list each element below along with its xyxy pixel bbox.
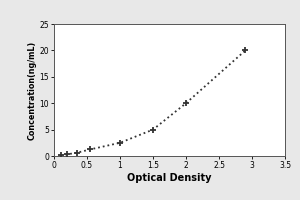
X-axis label: Optical Density: Optical Density <box>127 173 212 183</box>
Y-axis label: Concentration(ng/mL): Concentration(ng/mL) <box>28 40 37 140</box>
